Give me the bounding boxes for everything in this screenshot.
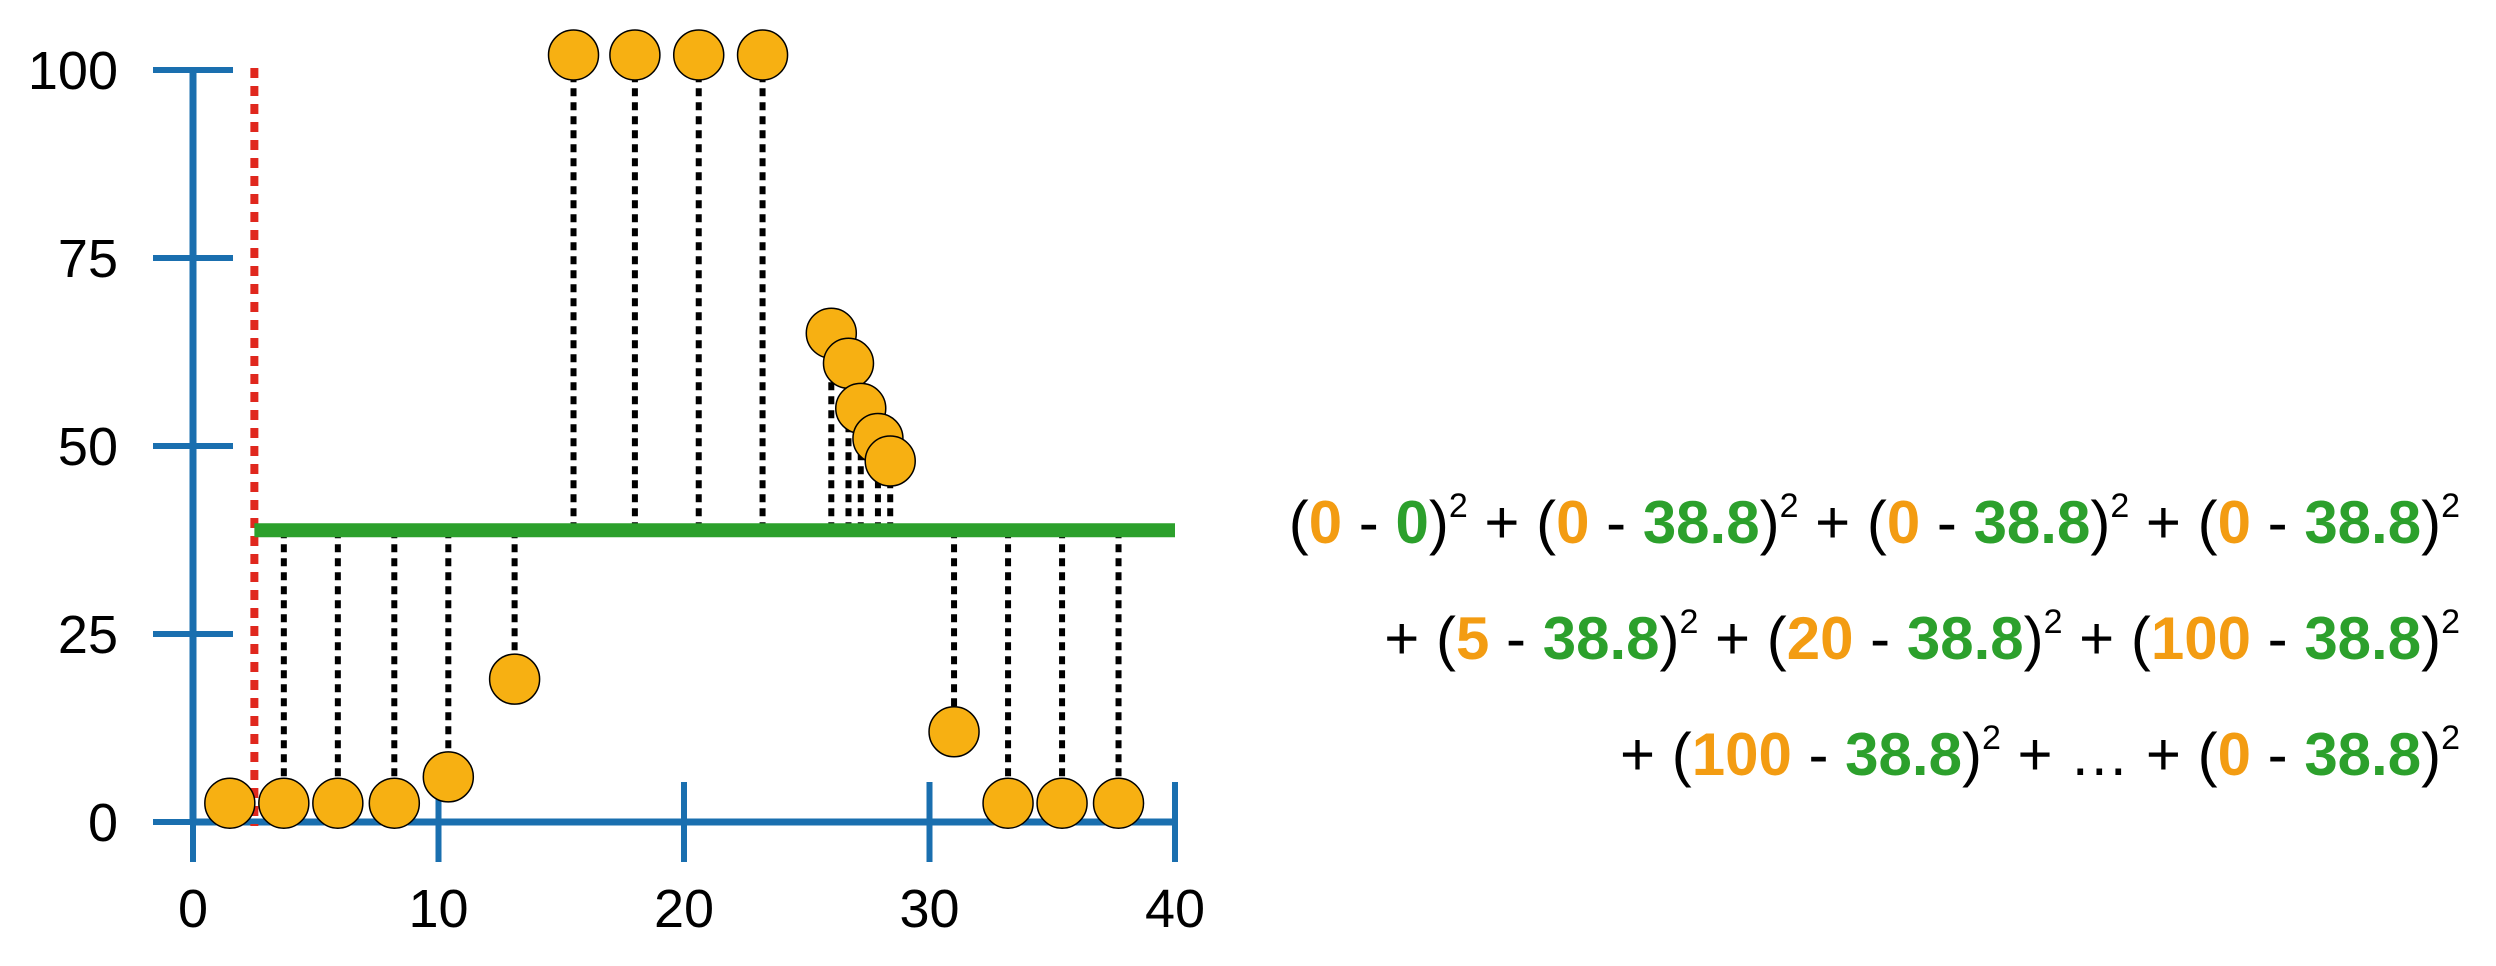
mean-value: 38.8	[1973, 489, 2091, 556]
x-tick-label: 40	[1145, 879, 1205, 939]
mean-value: 38.8	[1906, 605, 2024, 672]
exponent: 2	[1981, 719, 2001, 757]
data-point	[312, 777, 364, 829]
equation-operator: + (	[1698, 605, 1787, 672]
observed-value: 5	[1456, 605, 1490, 672]
observed-value: 0	[1308, 489, 1343, 556]
data-point	[1092, 777, 1145, 829]
y-tick-label: 50	[58, 417, 118, 477]
data-point	[488, 653, 541, 705]
x-tick-label: 30	[899, 879, 959, 939]
equation-operator: + (	[1467, 489, 1557, 556]
data-point	[672, 29, 725, 81]
equation-line-3: + (100 - 38.8)2 + … + (0 - 38.8)2	[1620, 721, 2460, 785]
axes	[153, 67, 1178, 862]
reference-lines	[250, 68, 1175, 826]
tick-labels: 0 25 50 75 100 0 10 20 30 40	[28, 41, 1205, 939]
equation-operator: )	[2023, 605, 2044, 672]
equation-operator: )	[2090, 489, 2111, 556]
equation-operator: -	[2250, 605, 2305, 672]
mean-value: 38.8	[1642, 489, 1760, 556]
observed-value: 0	[1886, 489, 1921, 556]
equation-operator: + (	[1798, 489, 1887, 556]
data-points	[204, 29, 1145, 829]
exponent: 2	[2441, 487, 2460, 525]
y-tick-label: 75	[58, 229, 118, 289]
mean-value: 38.8	[2304, 605, 2422, 672]
data-point	[609, 29, 661, 81]
equation-operator: -	[2250, 721, 2305, 788]
equation-operator: )	[1428, 489, 1449, 556]
data-point	[547, 29, 600, 81]
mean-value: 38.8	[1845, 721, 1962, 788]
exponent: 2	[1448, 487, 1468, 525]
x-tick-label: 10	[408, 879, 468, 939]
equation-operator: -	[1920, 489, 1974, 556]
data-point	[864, 435, 916, 487]
mean-value: 38.8	[1542, 605, 1660, 672]
observed-value: 100	[2150, 605, 2251, 672]
equation-operator: -	[1342, 489, 1396, 556]
equation-operator: + (	[1384, 605, 1456, 672]
x-tick-label: 0	[178, 879, 208, 939]
exponent: 2	[2441, 719, 2460, 757]
data-point	[1036, 777, 1088, 829]
y-tick-label: 0	[88, 793, 118, 853]
exponent: 2	[2043, 603, 2063, 641]
data-point	[204, 777, 256, 829]
data-point	[422, 751, 475, 803]
equation-operator: )	[2421, 721, 2442, 788]
observed-value: 0	[2217, 721, 2251, 788]
observed-value: 0	[2217, 489, 2251, 556]
equation-operator: -	[1791, 721, 1846, 788]
data-point	[822, 337, 875, 390]
exponent: 2	[2110, 487, 2130, 525]
data-point	[928, 706, 980, 758]
observed-value: 100	[1691, 721, 1792, 788]
equation-operator: )	[2421, 605, 2442, 672]
mean-value: 38.8	[2304, 489, 2422, 556]
equation-line-2: + (5 - 38.8)2 + (20 - 38.8)2 + (100 - 38…	[1384, 605, 2460, 669]
equation-operator: + … + (	[2000, 721, 2218, 788]
observed-value: 0	[1556, 489, 1590, 556]
residual-lines	[280, 54, 1122, 804]
mean-value: 0	[1395, 489, 1429, 556]
equation-operator: -	[1853, 605, 1907, 672]
x-tick-label: 20	[654, 879, 714, 939]
equation-operator: + (	[2129, 489, 2218, 556]
equation-line-1: (0 - 0)2 + (0 - 38.8)2 + (0 - 38.8)2 + (…	[1289, 489, 2460, 553]
equation-operator: -	[1589, 489, 1643, 556]
observed-value: 20	[1786, 605, 1854, 672]
equation-operator: )	[1659, 605, 1680, 672]
equation-operator: )	[1961, 721, 1982, 788]
mean-value: 38.8	[2304, 721, 2422, 788]
equation-operator: + (	[2062, 605, 2151, 672]
data-point	[982, 777, 1034, 829]
equation-operator: )	[1759, 489, 1780, 556]
equation-operator: (	[1288, 489, 1309, 556]
exponent: 2	[1679, 603, 1699, 641]
exponent: 2	[1779, 487, 1799, 525]
exponent: 2	[2441, 603, 2460, 641]
data-point	[258, 777, 310, 829]
scatter-chart: 0 25 50 75 100 0 10 20 30 40	[28, 29, 1205, 939]
y-tick-label: 100	[28, 41, 118, 101]
equation-operator: + (	[1620, 721, 1692, 788]
equation-operator: -	[1489, 605, 1543, 672]
data-point	[736, 29, 789, 81]
y-tick-label: 25	[58, 605, 118, 665]
equation-operator: )	[2421, 489, 2442, 556]
equation-operator: -	[2250, 489, 2305, 556]
data-point	[368, 777, 421, 829]
